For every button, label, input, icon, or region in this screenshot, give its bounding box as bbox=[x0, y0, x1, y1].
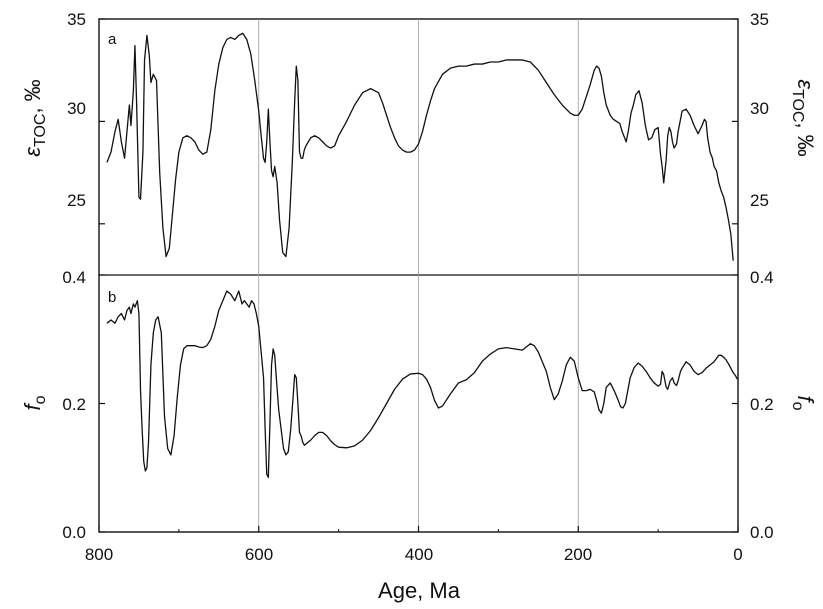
x-tick-label: 800 bbox=[85, 545, 113, 564]
y-tick-label-b-left: 0.0 bbox=[62, 523, 86, 542]
y-tick-label-a-left: 25 bbox=[67, 191, 86, 210]
y-tick-label-b-left: 0.4 bbox=[62, 268, 86, 287]
y-tick-label-b-left: 0.2 bbox=[62, 395, 86, 414]
data-curves bbox=[106, 32, 738, 479]
x-tick-label: 200 bbox=[564, 545, 592, 564]
series-line-b bbox=[106, 290, 738, 479]
y-tick-label-b-right: 0.2 bbox=[750, 395, 774, 414]
tick-marks bbox=[98, 18, 739, 533]
y-tick-label-a-right: 35 bbox=[750, 10, 769, 29]
panel-label-b: b bbox=[108, 289, 116, 306]
y-axis-title-b-right: fo bbox=[789, 395, 818, 410]
y-axis-title-b-left: fo bbox=[20, 395, 49, 410]
panel-label-a: a bbox=[108, 31, 117, 48]
y-tick-label-b-right: 0.0 bbox=[750, 523, 774, 542]
x-axis-title: Age, Ma bbox=[378, 578, 461, 603]
x-tick-label: 0 bbox=[733, 545, 742, 564]
x-tick-label: 400 bbox=[405, 545, 433, 564]
y-tick-label-b-right: 0.4 bbox=[750, 268, 774, 287]
y-tick-label-a-right: 25 bbox=[750, 191, 769, 210]
y-tick-label-a-right: 30 bbox=[750, 99, 769, 118]
y-axis-title-a-left: εTOC, ‰ bbox=[20, 79, 49, 156]
x-tick-label: 600 bbox=[245, 545, 273, 564]
gridlines bbox=[258, 19, 579, 532]
y-tick-label-a-left: 30 bbox=[67, 99, 86, 118]
y-axis-title-a-right: εTOC, ‰ bbox=[789, 79, 818, 156]
series-line-a bbox=[106, 32, 734, 261]
y-tick-label-a-left: 35 bbox=[67, 10, 86, 29]
